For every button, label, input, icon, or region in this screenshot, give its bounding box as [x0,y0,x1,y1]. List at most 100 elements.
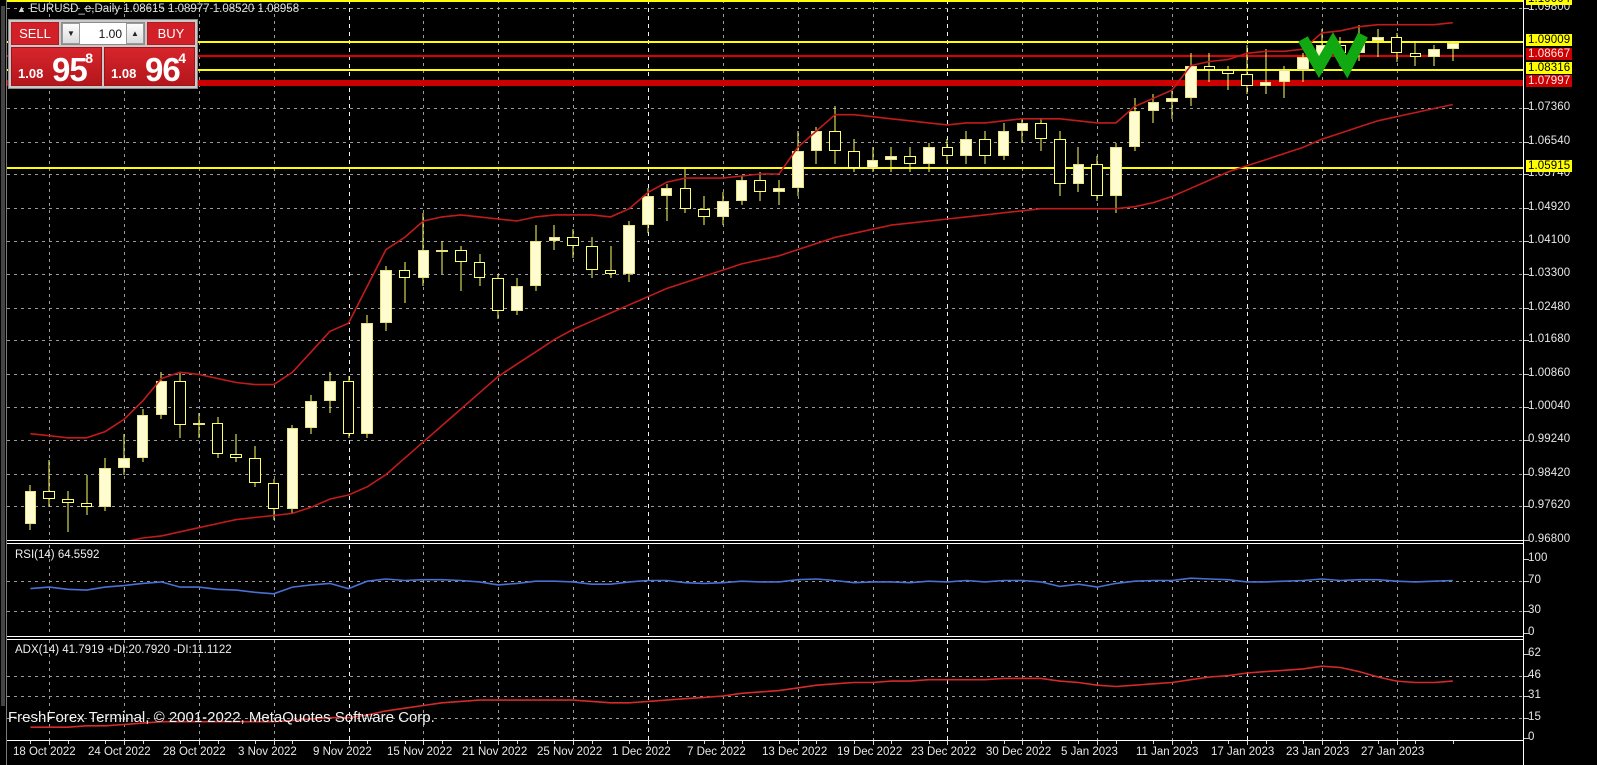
left-scroll-rail[interactable] [0,0,7,765]
vertical-gridline [723,640,724,740]
candle-body-bearish [604,270,617,275]
date-axis-label: 21 Nov 2022 [462,746,528,758]
horizontal-gridline [7,142,1523,143]
price-chart-panel[interactable]: ▲ EURUSD_e,Daily 1.08615 1.08977 1.08520… [7,0,1523,540]
sell-label[interactable]: SELL [11,22,59,46]
date-axis-label: 17 Jan 2023 [1211,746,1275,758]
price-level-label[interactable]: 1.10004 [1526,0,1573,5]
indicator-axis-tick-label: 15 [1528,710,1541,723]
vertical-gridline [124,545,125,635]
candle-wick [198,413,200,438]
price-level-label[interactable]: 1.08667 [1526,47,1573,60]
candlestick [1035,0,1047,540]
buy-price-button[interactable]: 1.08 96 4 [104,47,195,86]
date-axis-line [7,740,1523,741]
date-axis-tick [798,741,799,745]
candle-wick [1227,65,1229,91]
candlestick [43,0,55,540]
date-axis-minor-tick [1228,741,1229,744]
axis-tick [1524,675,1529,677]
vertical-gridline [1322,640,1323,740]
date-axis-minor-tick [1116,741,1117,744]
date-axis-minor-tick [854,741,855,744]
date-axis[interactable]: 18 Oct 2022 24 Oct 2022 28 Oct 2022 3 Nov 2… [7,741,1523,765]
price-level-label[interactable]: 1.05915 [1526,160,1573,173]
vertical-gridline [124,640,125,740]
candle-body-bullish [1128,110,1141,148]
collapse-caret-icon[interactable]: ▲ [17,4,26,14]
vertical-gridline [873,640,874,740]
adx-indicator-panel[interactable]: ADX(14) 41.7919 +DI:20.7920 -DI:11.1122 [7,640,1523,740]
date-axis-label: 18 Oct 2022 [13,746,76,758]
price-level-label[interactable]: 1.07997 [1526,75,1573,88]
candlestick [61,0,74,540]
candle-body-bearish [754,180,767,193]
sell-price-button[interactable]: 1.08 95 8 [11,47,102,86]
price-level-band[interactable] [7,80,1523,86]
candle-body-bullish [511,286,523,311]
axis-tick [1524,696,1529,697]
horizontal-gridline [7,696,1523,697]
price-level-line[interactable] [7,41,1523,43]
one-click-trading-panel[interactable]: SELL ▼ 1.00 ▲ BUY 1.08 95 8 1.08 96 4 [8,19,198,89]
axis-tick [1524,108,1529,110]
price-level-line[interactable] [7,69,1523,71]
candle-body-bearish [342,380,355,434]
volume-down-icon[interactable]: ▼ [62,23,80,45]
date-axis-minor-tick [1153,741,1154,744]
date-axis-label: 9 Nov 2022 [313,746,372,758]
indicator-axis-tick-label: 31 [1528,689,1541,701]
candlestick [1259,0,1272,540]
candle-body-bearish [174,380,186,426]
price-level-label[interactable]: 1.09009 [1526,33,1573,46]
price-level-line[interactable] [7,167,1523,169]
price-axis-tick-label: 1.04100 [1528,234,1571,247]
candle-body-bearish [267,482,280,510]
price-axis-tick-label: 1.01680 [1528,333,1571,346]
candlestick [1297,0,1309,540]
price-level-label[interactable]: 1.08316 [1526,62,1573,75]
candle-body-bullish [436,249,448,252]
candle-body-bullish [997,131,1010,156]
vertical-gridline [1022,545,1023,635]
vertical-gridline [947,640,948,740]
candlestick [417,0,430,540]
vertical-gridline [1022,640,1023,740]
vertical-gridline [498,545,499,635]
volume-up-icon[interactable]: ▲ [126,23,144,45]
vertical-gridline [648,640,649,740]
date-axis-minor-tick [218,741,219,744]
date-axis-label: 7 Dec 2022 [687,746,746,758]
date-axis-minor-tick [891,741,892,744]
date-axis-tick [1172,741,1173,745]
date-axis-minor-tick [742,741,743,744]
candlestick [398,0,411,540]
candle-wick [1414,41,1416,66]
date-axis-minor-tick [480,741,481,744]
volume-stepper[interactable]: ▼ 1.00 ▲ [61,22,145,46]
date-axis-minor-tick [966,741,967,744]
rsi-indicator-panel[interactable]: RSI(14) 64.5592 [7,545,1523,635]
date-axis-label: 30 Dec 2022 [986,746,1052,758]
candlestick [922,0,935,540]
horizontal-gridline [7,718,1523,719]
price-level-line[interactable] [7,55,1523,57]
candle-body-bullish [118,458,130,469]
volume-input[interactable]: 1.00 [80,23,126,45]
candlestick [305,0,317,540]
price-axis[interactable]: 1.09800 1.07360 1.06540 1.05740 1.04920 1.041… [1523,0,1597,765]
scroll-thumb[interactable] [1,6,5,706]
buy-label[interactable]: BUY [147,22,195,46]
price-level-line[interactable] [7,0,1523,2]
candlestick [1091,0,1103,540]
w-pattern-annotation[interactable] [1298,32,1368,79]
horizontal-gridline [7,676,1523,677]
candle-wick [666,184,668,221]
vertical-gridline [648,0,649,540]
vertical-gridline [349,545,350,635]
date-axis-label: 3 Nov 2022 [238,746,297,758]
candle-body-bullish [773,188,785,193]
vertical-gridline [199,0,200,540]
date-axis-minor-tick [330,741,331,744]
